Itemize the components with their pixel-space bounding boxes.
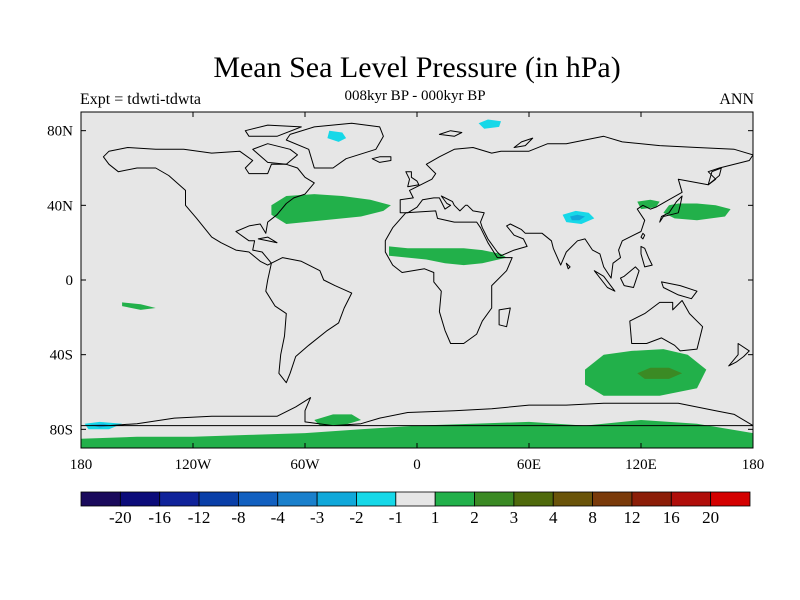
colorbar-swatch bbox=[592, 491, 633, 507]
coastline-british-isles bbox=[405, 171, 420, 188]
coastline-africa bbox=[384, 210, 513, 344]
map-background bbox=[81, 112, 753, 448]
colorbar-label: -20 bbox=[109, 508, 132, 527]
colorbar-swatch bbox=[198, 491, 239, 507]
weddell-sea-positive-anomaly bbox=[314, 414, 361, 426]
lon-tick-label: 0 bbox=[413, 457, 421, 473]
colorbar-label: 1 bbox=[431, 508, 440, 527]
coastline-eurasia bbox=[399, 135, 753, 279]
colorbar-swatch bbox=[159, 491, 200, 507]
map-title: Mean Sea Level Pressure (in hPa) bbox=[213, 51, 621, 84]
coastline-north-america bbox=[102, 147, 315, 266]
tibet-core-negative-anomaly bbox=[570, 214, 585, 221]
colorbar-swatch bbox=[513, 491, 554, 507]
colorbar: -20 -16 -12 -8 -4 -3 -2 -1 1 2 3 4 8 12 16 20 bbox=[80, 491, 751, 527]
coastline-new-zealand bbox=[728, 343, 750, 367]
colorbar-swatch bbox=[316, 491, 357, 507]
colorbar-label: -8 bbox=[231, 508, 245, 527]
lat-tick-label: 40N bbox=[47, 198, 73, 214]
colorbar-label: -16 bbox=[148, 508, 171, 527]
colorbar-label: -1 bbox=[389, 508, 403, 527]
coastline-antarctica bbox=[81, 397, 753, 427]
colorbar-label: 12 bbox=[623, 508, 640, 527]
axis-ticks: 80N 40N 0 40S 80S 180 120W 60W 0 60E 120E 180 bbox=[47, 112, 764, 473]
colorbar-label: 3 bbox=[510, 508, 519, 527]
arctic-negative-anomaly bbox=[478, 119, 501, 129]
southern-ocean-core-anomaly bbox=[637, 367, 683, 379]
colorbar-swatch bbox=[710, 491, 751, 507]
colorbar-label: 16 bbox=[663, 508, 680, 527]
colorbar-swatch bbox=[238, 491, 279, 507]
season-label: ANN bbox=[719, 91, 754, 108]
coastline-madagascar bbox=[498, 307, 511, 328]
coastlines bbox=[81, 122, 753, 427]
colorbar-label: -3 bbox=[310, 508, 324, 527]
coastline-ellesmere-island bbox=[244, 124, 302, 137]
colorbar-swatch bbox=[631, 491, 672, 507]
colorbar-label: -2 bbox=[349, 508, 363, 527]
colorbar-swatch bbox=[119, 491, 161, 507]
south-pacific-east-positive-anomaly bbox=[122, 302, 156, 310]
lon-tick-label: 120E bbox=[625, 457, 657, 473]
coastline-borneo bbox=[620, 266, 640, 288]
lon-tick-label: 180 bbox=[742, 457, 765, 473]
coastline-sri-lanka bbox=[565, 262, 571, 270]
colorbar-label: 8 bbox=[588, 508, 597, 527]
lat-tick-label: 80S bbox=[50, 422, 73, 438]
north-pacific-positive-anomaly bbox=[663, 203, 731, 221]
colorbar-swatch bbox=[80, 491, 121, 507]
anomaly-regions bbox=[81, 119, 753, 448]
coastline-new-guinea bbox=[661, 281, 698, 300]
lat-tick-label: 40S bbox=[50, 348, 73, 364]
coastline-japan bbox=[659, 195, 683, 223]
north-atlantic-positive-anomaly bbox=[271, 194, 391, 224]
colorbar-swatch bbox=[434, 491, 475, 507]
colorbar-swatch bbox=[395, 491, 436, 507]
coastline-svalbard bbox=[438, 130, 463, 137]
colorbar-label: 2 bbox=[470, 508, 479, 527]
coastline-philippines bbox=[640, 245, 653, 268]
experiment-label: Expt = tdwti-tdwta bbox=[80, 91, 202, 108]
coastline-baffin-island bbox=[252, 143, 298, 165]
coastline-kamchatka bbox=[707, 167, 722, 186]
lon-tick-label: 120W bbox=[175, 457, 213, 473]
colorbar-label: -4 bbox=[271, 508, 286, 527]
lon-tick-label: 60E bbox=[517, 457, 541, 473]
coastline-sumatra bbox=[593, 270, 616, 292]
coastline-novaya-zemlya bbox=[513, 137, 534, 148]
coastline-taiwan bbox=[640, 232, 646, 240]
colorbar-label: -12 bbox=[188, 508, 211, 527]
coastline-iceland bbox=[371, 156, 392, 163]
colorbar-swatch bbox=[356, 491, 397, 507]
antarctic-coast-positive-anomaly bbox=[81, 420, 753, 448]
lat-tick-label: 0 bbox=[66, 273, 74, 289]
north-africa-positive-anomaly bbox=[389, 246, 507, 266]
lat-tick-label: 80N bbox=[47, 124, 73, 140]
colorbar-label: 4 bbox=[549, 508, 558, 527]
coastline-greenland bbox=[285, 122, 384, 169]
east-asia-positive-anomaly bbox=[637, 199, 660, 210]
colorbar-swatch bbox=[552, 491, 593, 507]
colorbar-label: 20 bbox=[702, 508, 719, 527]
colorbar-swatch bbox=[670, 491, 712, 507]
coastline-south-america bbox=[265, 257, 353, 384]
colorbar-swatch bbox=[277, 491, 318, 507]
lon-tick-label: 180 bbox=[70, 457, 93, 473]
period-label: 008kyr BP - 000kyr BP bbox=[344, 88, 486, 104]
coastline-cuba bbox=[257, 236, 278, 244]
lon-tick-label: 60W bbox=[290, 457, 320, 473]
coastline-australia bbox=[629, 300, 704, 352]
greenland-negative-anomaly bbox=[327, 130, 347, 142]
colorbar-swatch bbox=[474, 491, 515, 507]
